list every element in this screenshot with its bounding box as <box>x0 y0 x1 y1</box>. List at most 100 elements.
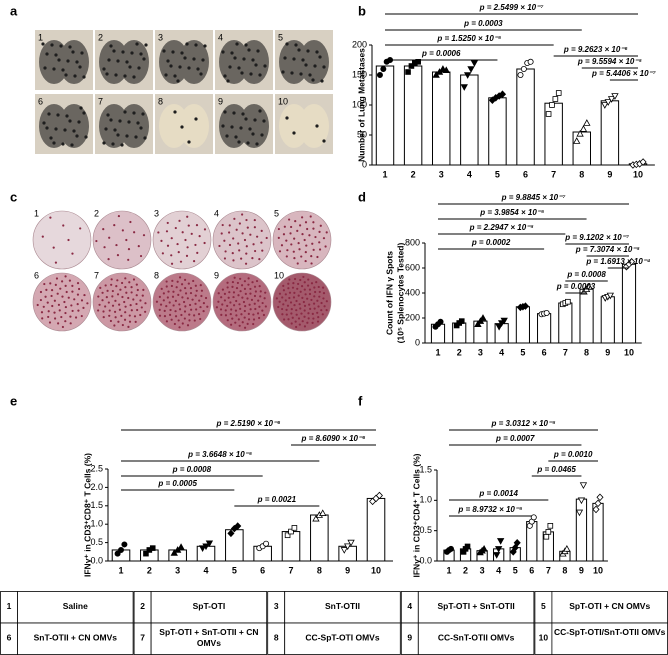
spot <box>168 313 172 316</box>
spot <box>285 308 288 312</box>
panel-label: b <box>358 3 366 18</box>
spot <box>318 241 321 244</box>
p-value: p = 0.0007 <box>495 434 535 443</box>
spot <box>76 303 79 306</box>
data-point <box>547 523 554 529</box>
spot <box>71 284 74 287</box>
metastasis-spot <box>137 66 141 70</box>
spot <box>161 252 164 255</box>
metastasis-spot <box>176 79 180 83</box>
metastasis-spot <box>248 127 252 131</box>
spot <box>125 238 128 242</box>
spot <box>254 249 257 253</box>
spot <box>50 294 53 298</box>
x-tick-label: 8 <box>562 565 567 575</box>
spot <box>190 232 193 235</box>
spot <box>322 237 326 240</box>
spot <box>165 230 169 233</box>
metastasis-spot <box>82 111 86 115</box>
spot <box>223 292 227 296</box>
metastasis-spot <box>80 51 84 55</box>
metastasis-spot <box>260 133 264 137</box>
data-point <box>596 493 604 502</box>
spot <box>57 303 61 306</box>
y-tick-label: 0.0 <box>90 555 103 565</box>
spot <box>302 275 305 279</box>
metastasis-spot <box>118 119 122 123</box>
photo-number: 10 <box>278 96 288 106</box>
data-point <box>464 543 471 550</box>
spot <box>110 283 113 286</box>
metastasis-spot <box>47 112 51 116</box>
spot <box>189 287 193 290</box>
spot <box>221 288 225 291</box>
panel-label: d <box>358 189 366 204</box>
spot <box>226 304 229 308</box>
table-cell <box>551 622 668 655</box>
spot <box>69 322 72 325</box>
spot <box>229 313 232 316</box>
metastasis-spot <box>237 140 241 144</box>
bar <box>575 498 588 562</box>
spot <box>103 246 106 249</box>
spot <box>158 295 161 299</box>
spot <box>290 312 293 315</box>
spot <box>299 290 302 293</box>
spot <box>203 241 206 245</box>
spot <box>233 217 236 220</box>
spot <box>290 322 293 325</box>
data-point <box>545 529 552 535</box>
spot <box>71 309 74 313</box>
spot <box>245 218 248 222</box>
data-point <box>494 546 503 553</box>
spot <box>170 237 173 240</box>
lung-lobe <box>119 40 149 84</box>
spot <box>239 277 242 280</box>
photo-number: 4 <box>218 32 223 42</box>
metastasis-spot <box>308 73 312 77</box>
p-value: p = 0.0010 <box>553 450 593 459</box>
data-point <box>460 84 468 91</box>
data-point <box>545 111 552 117</box>
data-point <box>121 541 128 548</box>
spot <box>251 257 254 260</box>
table-cell <box>17 622 134 655</box>
spot <box>107 257 110 261</box>
data-point <box>543 309 550 316</box>
lung-lobe <box>299 40 329 84</box>
spot <box>178 219 181 222</box>
spot <box>158 308 161 311</box>
metastasis-spot <box>283 56 287 60</box>
x-tick-label: 2 <box>457 347 462 357</box>
data-point <box>319 509 327 516</box>
metastasis-spot <box>313 64 317 68</box>
group-name-line: OMVs <box>197 638 221 648</box>
spot <box>73 298 76 301</box>
spot <box>304 293 307 296</box>
metastasis-spot <box>109 44 113 48</box>
p-value: p = 0.0002 <box>471 238 511 247</box>
spot <box>261 309 264 312</box>
x-tick-label: 9 <box>579 565 584 575</box>
metastasis-spot <box>162 49 166 53</box>
spot <box>298 248 301 251</box>
x-tick-label: 4 <box>467 169 472 179</box>
p-value: p = 8.6090 × 10⁻⁶ <box>301 434 366 443</box>
spot <box>227 231 231 234</box>
spot <box>253 285 257 288</box>
data-point <box>458 318 465 324</box>
spot <box>108 236 111 239</box>
spot <box>217 292 220 295</box>
spot <box>54 261 58 264</box>
spot <box>107 301 110 304</box>
group-number: 3 <box>274 601 279 611</box>
y-axis-label: Count of IFN γ Spots <box>384 251 394 335</box>
spot <box>234 309 238 312</box>
data-point <box>577 497 586 505</box>
bar <box>225 529 244 562</box>
spot <box>118 308 122 311</box>
spot <box>181 322 184 325</box>
spot <box>280 244 284 247</box>
data-point <box>114 550 121 557</box>
spot <box>316 311 319 314</box>
